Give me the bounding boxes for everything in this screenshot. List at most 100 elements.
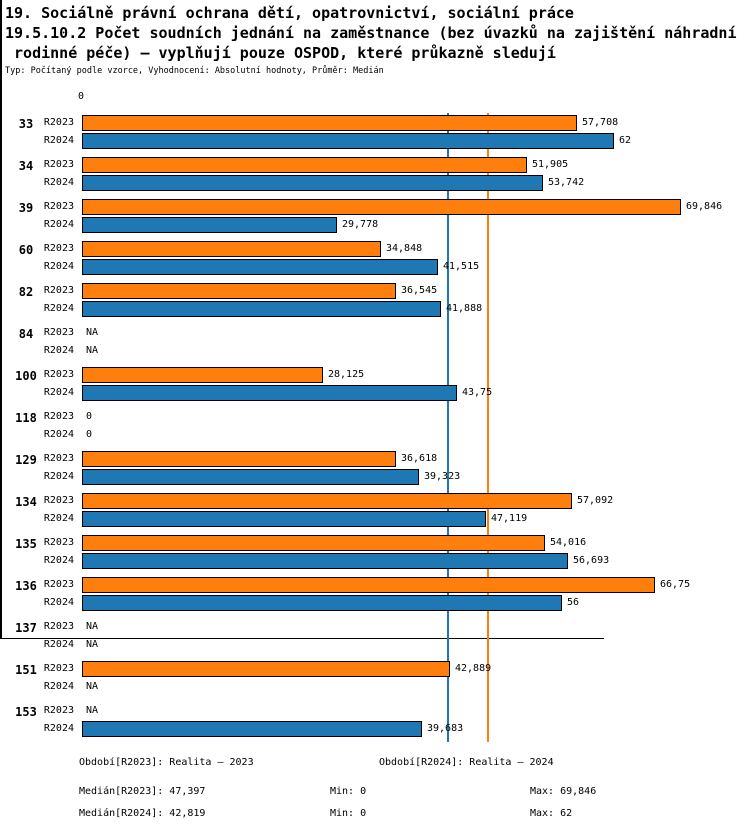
category-label: 34 bbox=[18, 159, 34, 173]
chart-group-82: 82 R2023 36,545 R2024 41,888 bbox=[0, 281, 750, 323]
bar-value-label: NA bbox=[86, 345, 99, 356]
category-label: 100 bbox=[15, 369, 37, 383]
series-label-r2024: R2024 bbox=[43, 723, 74, 734]
bar-value-label: 28,125 bbox=[328, 369, 365, 380]
bar-value-label: NA bbox=[86, 621, 99, 632]
series-label-r2024: R2024 bbox=[43, 429, 74, 440]
chart-group-137: 137 R2023 NA R2024 NA bbox=[0, 617, 750, 659]
series-label-r2023: R2023 bbox=[43, 453, 74, 464]
bar-value-label: 39,683 bbox=[427, 723, 464, 734]
footer-period-r2023: Období[R2023]: Realita – 2023 bbox=[79, 757, 254, 768]
category-label: 129 bbox=[15, 453, 37, 467]
bar-r2023 bbox=[82, 661, 450, 677]
series-label-r2024: R2024 bbox=[43, 345, 74, 356]
footer-min-r2023: Min: 0 bbox=[330, 786, 367, 797]
bar-r2023 bbox=[82, 157, 527, 173]
series-label-r2024: R2024 bbox=[43, 513, 74, 524]
category-label: 136 bbox=[15, 579, 37, 593]
bar-value-label: NA bbox=[86, 327, 99, 338]
bar-r2024 bbox=[82, 175, 543, 191]
series-label-r2023: R2023 bbox=[43, 201, 74, 212]
series-label-r2023: R2023 bbox=[43, 663, 74, 674]
x-axis-zero-tick-label: 0 bbox=[77, 91, 85, 102]
bar-r2023 bbox=[82, 493, 572, 509]
category-label: 82 bbox=[18, 285, 34, 299]
page-title-line1: 19. Sociálně právní ochrana dětí, opatro… bbox=[5, 4, 574, 22]
page-title-line3: rodinné péče) – vyplňují pouze OSPOD, kt… bbox=[5, 44, 556, 62]
footer-median-r2024: Medián[R2024]: 42,819 bbox=[79, 808, 206, 819]
category-label: 118 bbox=[15, 411, 37, 425]
bar-value-label: 36,545 bbox=[401, 285, 438, 296]
series-label-r2024: R2024 bbox=[43, 135, 74, 146]
bar-value-label: 34,848 bbox=[386, 243, 423, 254]
category-label: 134 bbox=[15, 495, 37, 509]
series-label-r2023: R2023 bbox=[43, 705, 74, 716]
bar-value-label: 0 bbox=[86, 411, 93, 422]
chart-group-60: 60 R2023 34,848 R2024 41,515 bbox=[0, 239, 750, 281]
y-axis-line bbox=[0, 0, 2, 638]
bar-value-label: 54,016 bbox=[550, 537, 587, 548]
bar-value-label: 66,75 bbox=[660, 579, 691, 590]
series-label-r2023: R2023 bbox=[43, 495, 74, 506]
footer-median-r2023: Medián[R2023]: 47,397 bbox=[79, 786, 206, 797]
bar-value-label: 53,742 bbox=[548, 177, 585, 188]
bar-value-label: 29,778 bbox=[342, 219, 379, 230]
bar-value-label: 43,75 bbox=[462, 387, 493, 398]
series-label-r2024: R2024 bbox=[43, 555, 74, 566]
median-r2024-line bbox=[447, 113, 449, 742]
series-label-r2023: R2023 bbox=[43, 579, 74, 590]
series-label-r2023: R2023 bbox=[43, 621, 74, 632]
category-label: 151 bbox=[15, 663, 37, 677]
bar-r2024 bbox=[82, 511, 486, 527]
bar-value-label: 39,323 bbox=[424, 471, 461, 482]
bar-r2023 bbox=[82, 241, 381, 257]
bar-r2023 bbox=[82, 115, 577, 131]
bar-r2024 bbox=[82, 721, 422, 737]
series-label-r2023: R2023 bbox=[43, 411, 74, 422]
bar-r2024 bbox=[82, 259, 438, 275]
bar-value-label: 57,708 bbox=[582, 117, 619, 128]
series-label-r2023: R2023 bbox=[43, 369, 74, 380]
chart-group-134: 134 R2023 57,092 R2024 47,119 bbox=[0, 491, 750, 533]
series-label-r2024: R2024 bbox=[43, 261, 74, 272]
bar-r2024 bbox=[82, 553, 568, 569]
series-label-r2024: R2024 bbox=[43, 681, 74, 692]
footer-max-r2024: Max: 62 bbox=[530, 808, 573, 819]
category-label: 137 bbox=[15, 621, 37, 635]
category-label: 33 bbox=[18, 117, 34, 131]
bar-value-label: 42,889 bbox=[455, 663, 492, 674]
category-label: 39 bbox=[18, 201, 34, 215]
bar-value-label: 56 bbox=[567, 597, 580, 608]
bar-value-label: NA bbox=[86, 639, 99, 650]
series-label-r2023: R2023 bbox=[43, 243, 74, 254]
series-label-r2024: R2024 bbox=[43, 471, 74, 482]
bar-value-label: 69,846 bbox=[686, 201, 723, 212]
bar-r2024 bbox=[82, 133, 614, 149]
bar-value-label: 36,618 bbox=[401, 453, 438, 464]
series-label-r2024: R2024 bbox=[43, 597, 74, 608]
series-label-r2024: R2024 bbox=[43, 177, 74, 188]
bar-r2023 bbox=[82, 367, 323, 383]
series-label-r2023: R2023 bbox=[43, 159, 74, 170]
bar-r2024 bbox=[82, 469, 419, 485]
series-label-r2023: R2023 bbox=[43, 537, 74, 548]
bar-r2024 bbox=[82, 217, 337, 233]
category-label: 60 bbox=[18, 243, 34, 257]
bar-value-label: 47,119 bbox=[491, 513, 528, 524]
bar-r2023 bbox=[82, 535, 545, 551]
chart-group-34: 34 R2023 51,905 R2024 53,742 bbox=[0, 155, 750, 197]
bar-r2023 bbox=[82, 283, 396, 299]
series-label-r2023: R2023 bbox=[43, 327, 74, 338]
chart-group-136: 136 R2023 66,75 R2024 56 bbox=[0, 575, 750, 617]
bar-r2024 bbox=[82, 385, 457, 401]
bar-value-label: 0 bbox=[86, 429, 93, 440]
chart-group-151: 151 R2023 42,889 R2024 NA bbox=[0, 659, 750, 701]
chart-group-100: 100 R2023 28,125 R2024 43,75 bbox=[0, 365, 750, 407]
page-title-line2: 19.5.10.2 Počet soudních jednání na zamě… bbox=[5, 24, 737, 42]
chart-meta-line: Typ: Počítaný podle vzorce, Vyhodnocení:… bbox=[5, 66, 384, 76]
chart-group-33: 33 R2023 57,708 R2024 62 bbox=[0, 113, 750, 155]
series-label-r2024: R2024 bbox=[43, 219, 74, 230]
chart-group-84: 84 R2023 NA R2024 NA bbox=[0, 323, 750, 365]
chart-group-39: 39 R2023 69,846 R2024 29,778 bbox=[0, 197, 750, 239]
bar-value-label: 41,888 bbox=[446, 303, 483, 314]
